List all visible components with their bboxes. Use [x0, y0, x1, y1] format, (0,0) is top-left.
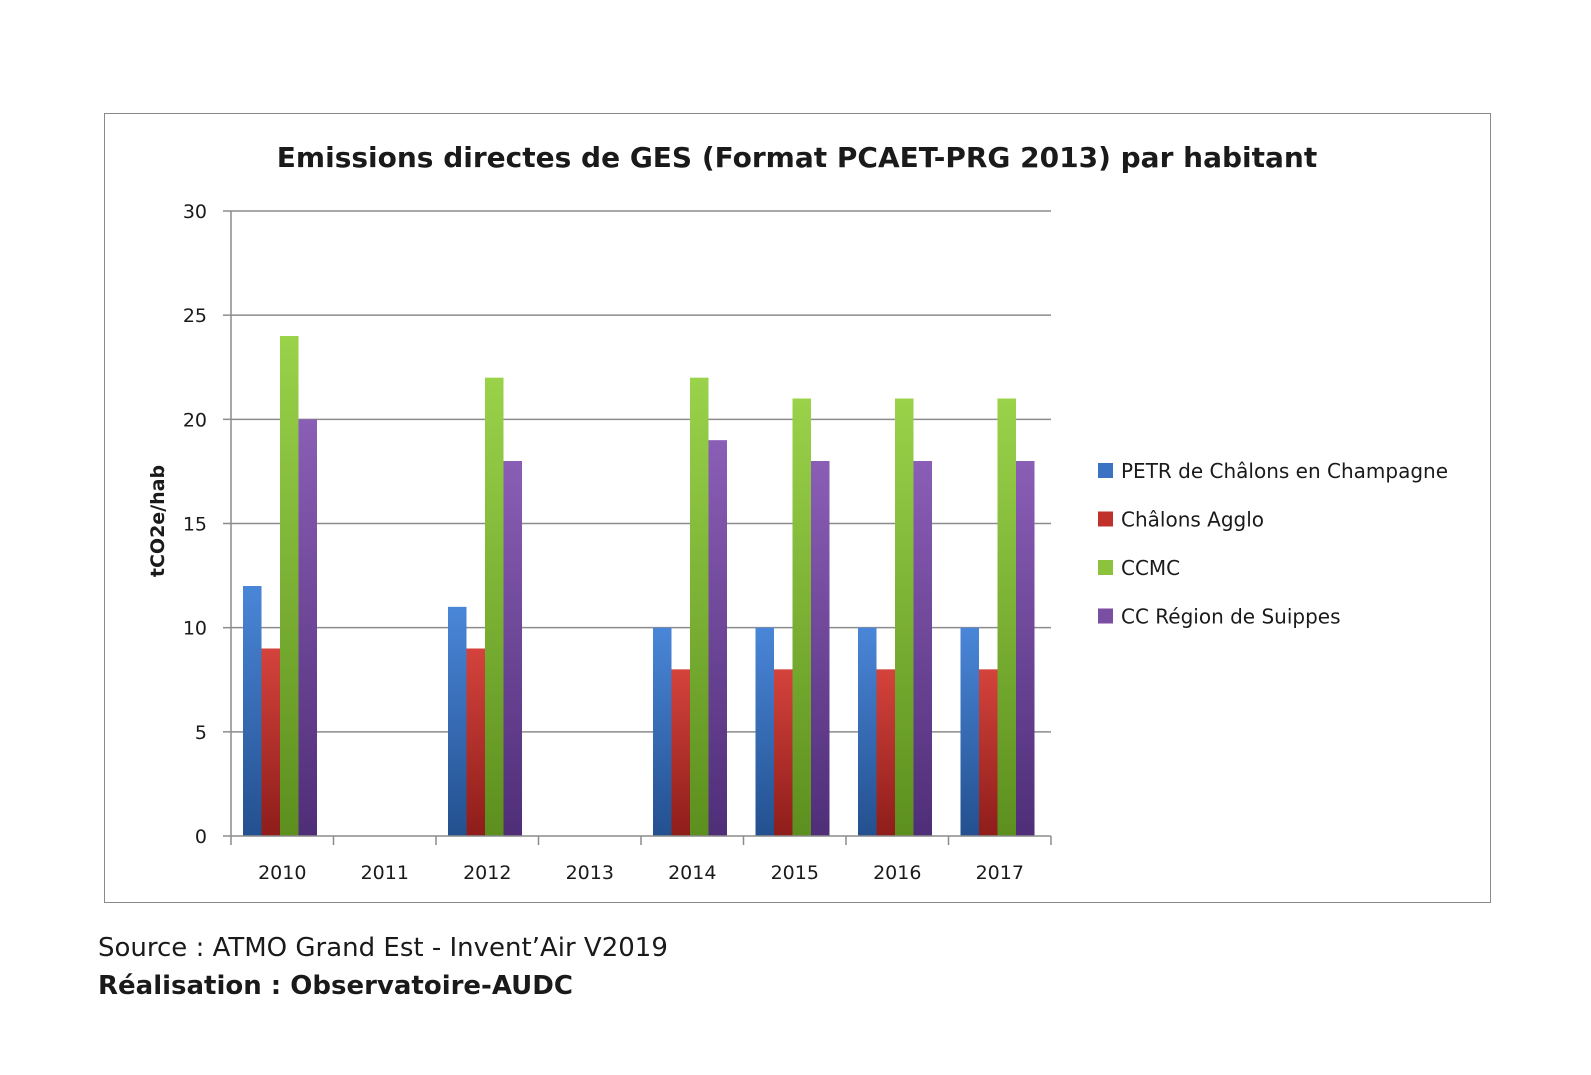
x-tick-label: 2015 — [771, 862, 819, 884]
bar-ccmc-2010 — [280, 336, 299, 836]
legend-label: PETR de Châlons en Champagne — [1121, 459, 1448, 483]
legend-label: CC Région de Suippes — [1121, 605, 1341, 629]
bar-ch-lons-agglo-2015 — [774, 669, 793, 836]
legend-swatch — [1098, 560, 1113, 575]
x-tick-label: 2014 — [668, 862, 716, 884]
x-tick-label: 2010 — [258, 862, 306, 884]
bar-petr-de-ch-lons-en-champagne-2017 — [960, 627, 979, 836]
bar-cc-r-gion-de-suippes-2014 — [708, 440, 727, 836]
y-tick-label: 10 — [183, 618, 207, 640]
bar-cc-r-gion-de-suippes-2017 — [1016, 461, 1035, 836]
bar-ch-lons-agglo-2010 — [261, 648, 280, 836]
bar-ccmc-2012 — [485, 377, 504, 836]
bar-ch-lons-agglo-2014 — [671, 669, 690, 836]
y-tick-label: 30 — [183, 201, 207, 223]
y-tick-label: 25 — [183, 305, 207, 327]
axes: 0 5 10 15 20 25 30 2010 2011 2012 2013 2014 2015 2016… — [183, 201, 1052, 884]
y-tick-label: 5 — [195, 722, 207, 744]
bar-petr-de-ch-lons-en-champagne-2012 — [448, 606, 467, 836]
bars — [243, 336, 1035, 836]
bar-petr-de-ch-lons-en-champagne-2014 — [653, 627, 672, 836]
source-note: Source : ATMO Grand Est - Invent’Air V20… — [98, 933, 668, 963]
bar-ccmc-2016 — [895, 398, 914, 836]
legend-swatch — [1098, 463, 1113, 478]
x-tick-label: 2017 — [976, 862, 1024, 884]
bar-ch-lons-agglo-2016 — [876, 669, 895, 836]
legend-swatch — [1098, 608, 1113, 624]
bar-cc-r-gion-de-suippes-2010 — [298, 419, 317, 836]
chart-title: Emissions directes de GES (Format PCAET-… — [277, 141, 1317, 174]
bar-cc-r-gion-de-suippes-2012 — [503, 461, 522, 836]
y-tick-label: 15 — [183, 514, 207, 536]
bar-ch-lons-agglo-2012 — [466, 648, 485, 836]
legend-label: CCMC — [1121, 556, 1180, 580]
bar-cc-r-gion-de-suippes-2015 — [811, 461, 830, 836]
bar-ccmc-2017 — [997, 398, 1016, 836]
bar-petr-de-ch-lons-en-champagne-2015 — [755, 627, 774, 836]
y-axis-label: tCO2e/hab — [147, 465, 169, 577]
legend-label: Châlons Agglo — [1121, 508, 1264, 532]
x-tick-label: 2011 — [361, 862, 409, 884]
y-tick-label: 20 — [183, 409, 207, 431]
y-tick-label: 0 — [195, 826, 207, 848]
legend: PETR de Châlons en Champagne Châlons Aggl… — [1098, 459, 1448, 629]
bar-petr-de-ch-lons-en-champagne-2010 — [243, 586, 262, 836]
bar-ccmc-2015 — [792, 398, 811, 836]
bar-ccmc-2014 — [690, 377, 709, 836]
x-tick-label: 2016 — [873, 862, 921, 884]
x-tick-label: 2012 — [463, 862, 511, 884]
credit-note: Réalisation : Observatoire-AUDC — [98, 971, 573, 1001]
legend-swatch — [1098, 511, 1113, 527]
bar-petr-de-ch-lons-en-champagne-2016 — [858, 627, 877, 836]
x-tick-label: 2013 — [566, 862, 614, 884]
bar-ch-lons-agglo-2017 — [979, 669, 998, 836]
bar-cc-r-gion-de-suippes-2016 — [913, 461, 932, 836]
